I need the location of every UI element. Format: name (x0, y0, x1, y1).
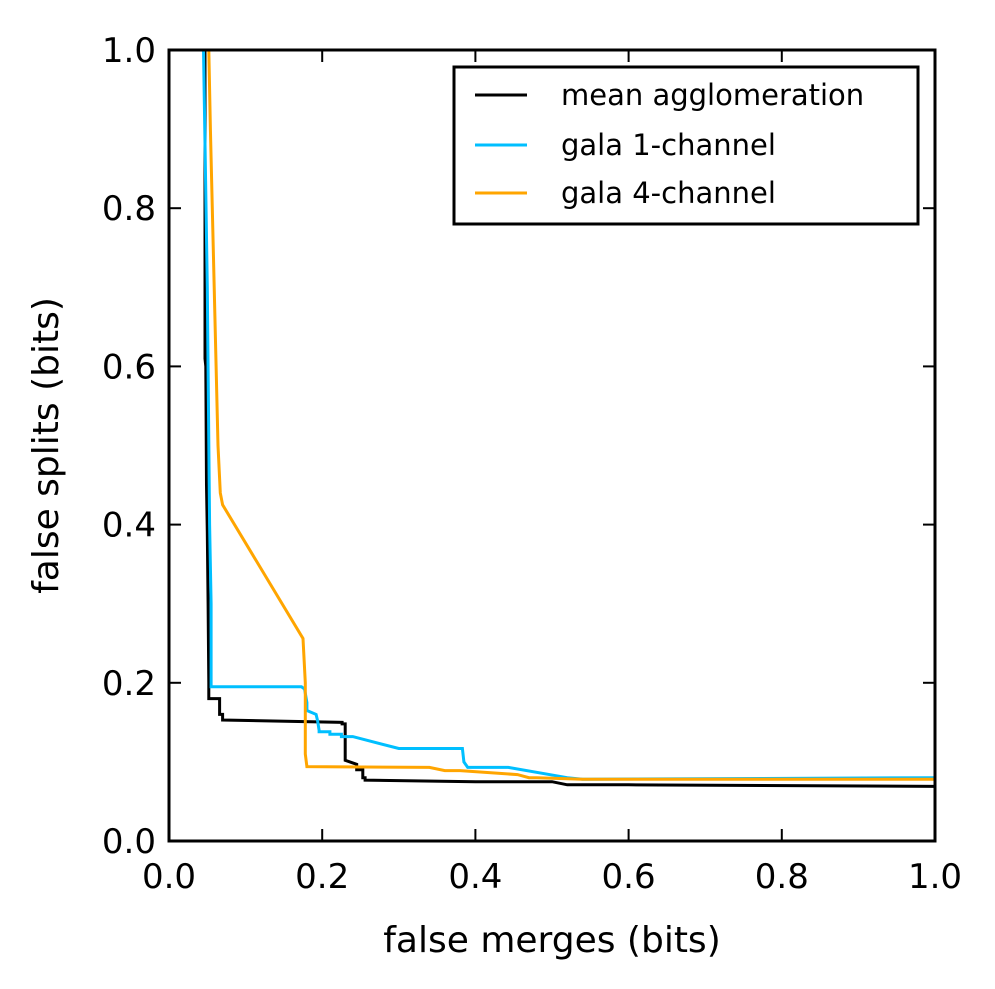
legend-box (452, 65, 920, 226)
series-line-mean-agglomeration (203, 50, 935, 788)
y-axis-label: false splits (bits) (26, 297, 67, 594)
y-tick-label: 1.0 (102, 31, 156, 71)
x-tick-label: 0.2 (295, 857, 349, 897)
legend: mean agglomeration gala 1-channel gala 4… (452, 65, 920, 226)
x-axis-label: false merges (bits) (383, 920, 720, 961)
axis-ticks (169, 50, 935, 841)
legend-label-gala-1-channel: gala 1-channel (561, 128, 776, 162)
y-tick-labels: 0.0 0.2 0.4 0.6 0.8 1.0 (102, 31, 156, 862)
plot-area-frame (167, 48, 937, 843)
y-tick-label: 0.2 (102, 664, 156, 704)
x-tick-label: 0.0 (142, 857, 196, 897)
y-tick-label: 0.6 (102, 347, 156, 387)
legend-label-mean-agglomeration: mean agglomeration (561, 78, 864, 112)
series-line-gala-1-channel (202, 50, 935, 781)
x-tick-labels: 0.0 0.2 0.4 0.6 0.8 1.0 (142, 857, 962, 897)
x-tick-label: 1.0 (908, 857, 962, 897)
plot-lines (202, 50, 935, 788)
x-tick-label: 0.4 (448, 857, 502, 897)
y-tick-label: 0.0 (102, 822, 156, 862)
y-tick-label: 0.4 (102, 506, 156, 546)
x-tick-label: 0.8 (755, 857, 809, 897)
legend-label-gala-4-channel: gala 4-channel (561, 176, 776, 210)
series-line-gala-4-channel (207, 50, 935, 781)
y-tick-label: 0.8 (102, 189, 156, 229)
x-tick-label: 0.6 (602, 857, 656, 897)
